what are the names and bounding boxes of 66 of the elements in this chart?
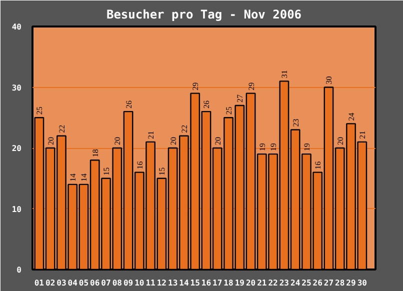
data-label: 14 [68,173,78,182]
x-tick-label: 27 [324,278,334,288]
x-tick-label: 14 [179,278,189,288]
data-label: 29 [246,82,256,90]
y-tick-label: 10 [12,204,22,214]
data-label: 15 [102,167,111,176]
y-tick-label: 0 [16,266,22,274]
x-tick-label: 15 [190,278,200,288]
x-tick-label: 13 [168,278,178,288]
y-tick-label: 30 [12,83,22,92]
data-label: 25 [35,106,44,115]
x-tick-label: 17 [212,278,222,288]
x-tick-label: 20 [246,278,256,288]
x-tick-label: 29 [346,278,356,288]
x-tick-label: 30 [357,278,368,288]
x-tick-label: 11 [146,278,156,288]
data-label: 16 [314,161,323,170]
x-tick-label: 19 [234,278,245,288]
data-label: 31 [280,70,290,78]
x-tick-label: 02 [46,278,56,288]
x-tick-label: 28 [335,278,345,288]
x-tick-label: 07 [101,278,111,288]
x-tick-label: 23 [279,278,290,288]
data-label: 18 [90,149,100,158]
x-tick-label: 12 [156,278,167,288]
data-label: 14 [80,173,89,182]
data-label: 20 [213,137,222,145]
x-tick-label: 24 [290,278,300,288]
x-tick-label: 18 [224,278,234,288]
data-label: 21 [358,130,368,139]
x-tick-label: 01 [34,278,44,288]
data-label: 26 [124,100,134,109]
data-label: 21 [146,130,156,139]
x-tick-label: 25 [302,278,312,288]
x-tick-label: 21 [257,278,267,288]
data-label: 30 [324,76,334,84]
data-label: 20 [113,137,122,145]
data-label: 24 [347,112,356,121]
chart-title: Besucher pro Tag - Nov 2006 [106,8,302,22]
data-label: 19 [269,143,278,152]
data-label: 15 [158,167,167,176]
y-tick-label: 40 [12,22,22,32]
data-label: 26 [202,100,212,109]
x-tick-label: 05 [78,278,89,288]
x-tick-label: 04 [68,278,78,288]
x-tick-label: 26 [312,278,323,288]
x-tick-label: 08 [112,278,122,288]
x-tick-label: 16 [201,278,212,288]
x-tick-label: 10 [134,278,144,288]
x-tick-label: 03 [56,278,66,288]
data-label: 20 [336,137,345,145]
data-label: 22 [180,124,189,133]
data-label: 29 [191,82,200,90]
data-label: 16 [135,161,144,170]
y-tick-label: 20 [12,144,22,153]
x-tick-label: 22 [268,278,278,288]
data-label: 19 [302,143,312,152]
data-label: 19 [258,143,267,152]
data-label: 20 [168,137,178,145]
data-label: 20 [46,137,56,145]
data-label: 23 [291,118,300,127]
data-label: 25 [224,106,234,115]
data-label: 22 [57,124,66,133]
x-tick-label: 06 [90,278,100,288]
data-label: 27 [236,94,245,102]
x-tick-label: 09 [123,278,134,288]
